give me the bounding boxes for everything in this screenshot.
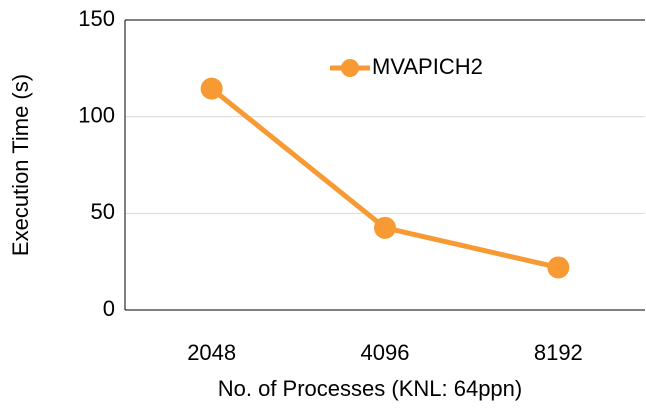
series-line <box>210 86 559 270</box>
point <box>200 77 223 100</box>
x-tick-label: 4096 <box>361 340 410 365</box>
x-tick-label: 2048 <box>187 340 236 365</box>
legend-label: MVAPICH2 <box>372 54 483 79</box>
x-tick-label: 8192 <box>534 340 583 365</box>
y-tick-label: 100 <box>78 102 115 127</box>
y-tick-label: 50 <box>91 199 115 224</box>
y-axis-label: Execution Time (s) <box>8 74 33 256</box>
point <box>374 216 396 239</box>
point <box>547 256 570 279</box>
legend-marker <box>341 59 359 77</box>
y-tick-label: 150 <box>78 6 115 31</box>
x-axis-label: No. of Processes (KNL: 64ppn) <box>218 376 522 401</box>
y-tick-label: 0 <box>103 296 115 321</box>
